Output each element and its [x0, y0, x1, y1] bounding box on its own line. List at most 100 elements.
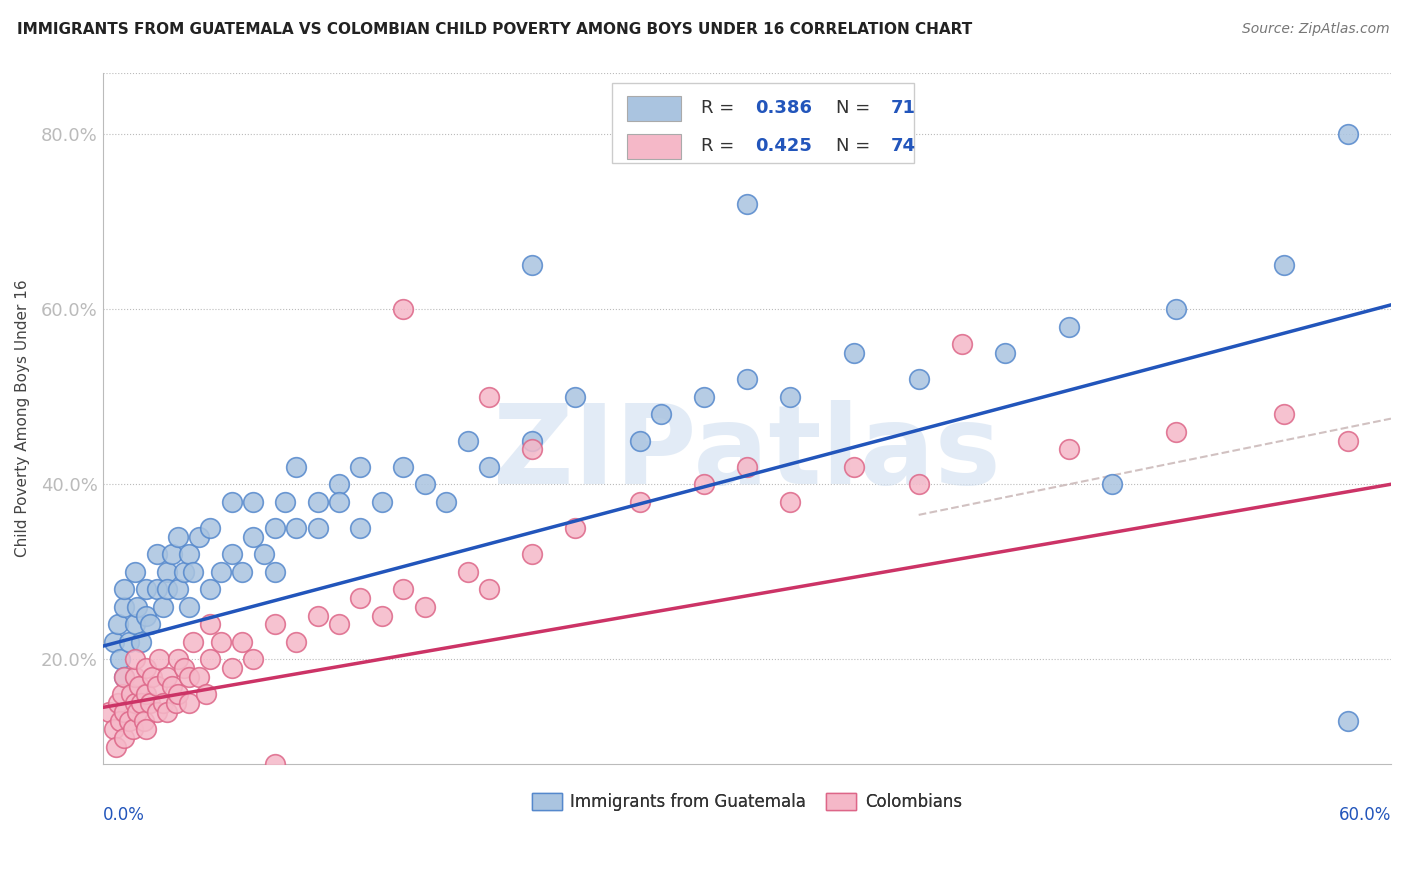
Point [124, 617, 146, 632]
Point [167, 652, 190, 666]
Point [139, 617, 162, 632]
Point [263, 757, 285, 772]
Point [145, 705, 167, 719]
Point [1337, 127, 1360, 141]
Point [779, 495, 801, 509]
Point [457, 434, 479, 448]
Point [263, 521, 285, 535]
Point [127, 705, 149, 719]
Point [131, 696, 153, 710]
Point [693, 390, 716, 404]
Point [104, 739, 127, 754]
Point [128, 679, 150, 693]
Point [112, 599, 135, 614]
Point [434, 495, 457, 509]
Text: R =: R = [700, 99, 740, 117]
Point [349, 521, 371, 535]
Point [181, 634, 204, 648]
Point [177, 547, 200, 561]
Point [735, 372, 758, 386]
Point [478, 459, 501, 474]
Point [735, 459, 758, 474]
Point [349, 591, 371, 605]
Point [457, 565, 479, 579]
Text: Source: ZipAtlas.com: Source: ZipAtlas.com [1241, 22, 1389, 37]
Point [844, 459, 866, 474]
Point [108, 714, 131, 728]
Point [124, 670, 146, 684]
Point [145, 582, 167, 597]
Point [181, 565, 204, 579]
Point [221, 547, 243, 561]
Point [413, 477, 436, 491]
Point [131, 634, 153, 648]
Point [165, 696, 187, 710]
Point [120, 687, 142, 701]
Point [156, 582, 179, 597]
Point [285, 459, 308, 474]
Point [522, 259, 544, 273]
Text: ZIPatlas: ZIPatlas [494, 400, 1001, 507]
FancyBboxPatch shape [612, 83, 914, 163]
Point [173, 661, 195, 675]
Y-axis label: Child Poverty Among Boys Under 16: Child Poverty Among Boys Under 16 [15, 280, 30, 558]
Point [779, 390, 801, 404]
Point [135, 608, 157, 623]
Text: N =: N = [835, 137, 876, 155]
Point [231, 634, 253, 648]
Point [167, 530, 190, 544]
Point [564, 390, 586, 404]
Point [392, 582, 415, 597]
Point [371, 608, 394, 623]
Point [124, 565, 146, 579]
Point [522, 434, 544, 448]
Point [156, 705, 179, 719]
Text: 0.386: 0.386 [755, 99, 811, 117]
Point [145, 679, 167, 693]
Point [122, 723, 145, 737]
Point [392, 459, 415, 474]
Point [328, 495, 350, 509]
Point [564, 521, 586, 535]
Point [177, 670, 200, 684]
Text: R =: R = [700, 137, 740, 155]
Text: N =: N = [835, 99, 876, 117]
Point [198, 521, 221, 535]
Point [307, 495, 329, 509]
Point [371, 495, 394, 509]
Point [160, 679, 183, 693]
Point [1057, 442, 1080, 457]
Point [242, 652, 264, 666]
Text: 71: 71 [891, 99, 917, 117]
Point [1101, 477, 1123, 491]
Point [124, 696, 146, 710]
Point [209, 565, 232, 579]
Point [132, 714, 155, 728]
Point [1272, 259, 1295, 273]
Point [328, 617, 350, 632]
Point [522, 547, 544, 561]
Point [177, 599, 200, 614]
Point [111, 687, 134, 701]
Point [173, 565, 195, 579]
Point [112, 670, 135, 684]
Point [231, 565, 253, 579]
Point [209, 634, 232, 648]
Point [107, 617, 129, 632]
Point [145, 547, 167, 561]
Point [177, 696, 200, 710]
Point [285, 521, 308, 535]
Text: IMMIGRANTS FROM GUATEMALA VS COLOMBIAN CHILD POVERTY AMONG BOYS UNDER 16 CORRELA: IMMIGRANTS FROM GUATEMALA VS COLOMBIAN C… [17, 22, 972, 37]
Point [907, 477, 929, 491]
Point [117, 714, 139, 728]
Point [148, 652, 170, 666]
Point [478, 582, 501, 597]
Text: 74: 74 [891, 137, 917, 155]
Point [274, 495, 297, 509]
FancyBboxPatch shape [627, 134, 682, 159]
Point [135, 661, 157, 675]
Point [141, 670, 163, 684]
Point [263, 565, 285, 579]
Point [112, 670, 135, 684]
Point [160, 547, 183, 561]
